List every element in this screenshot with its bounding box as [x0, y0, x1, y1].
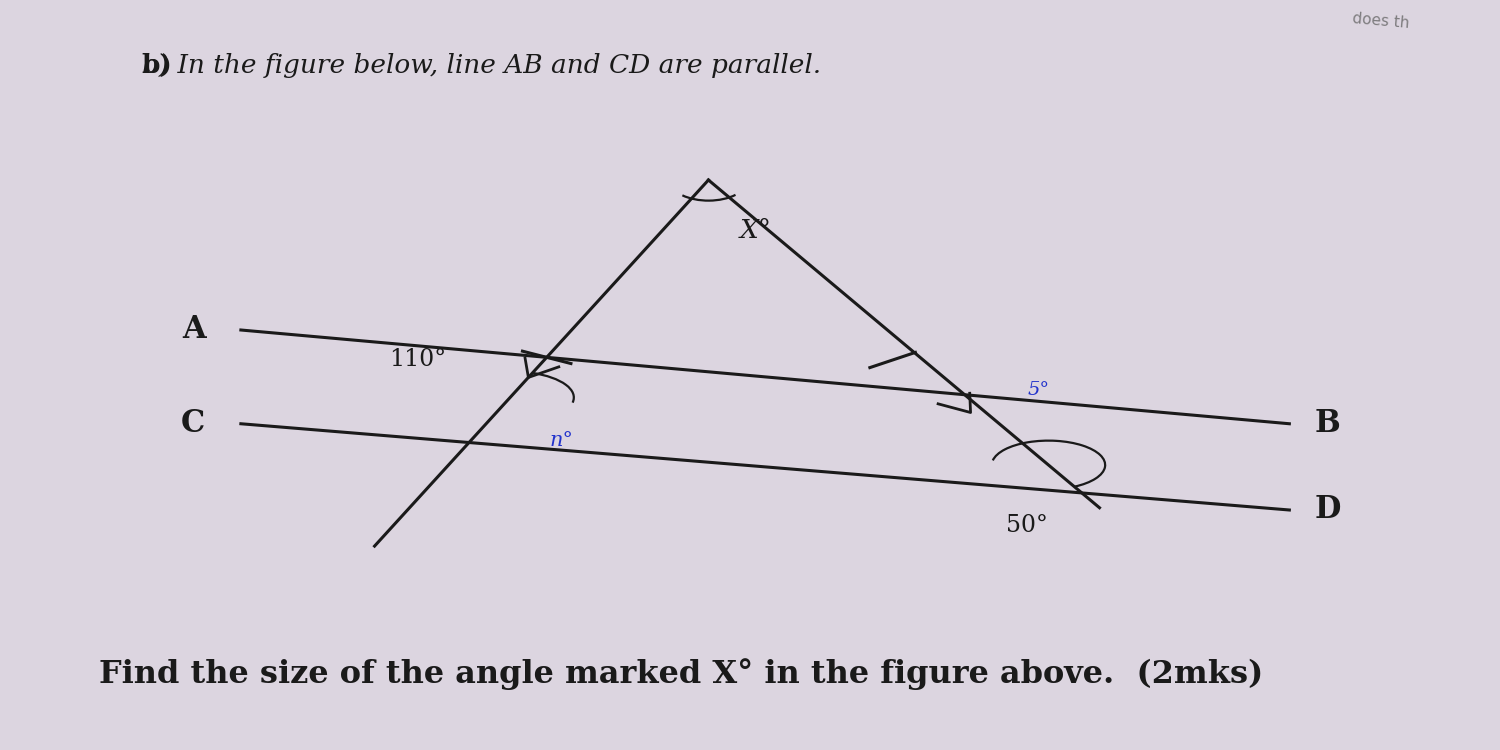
- Text: B: B: [1316, 408, 1341, 440]
- Text: 5°: 5°: [1028, 381, 1050, 399]
- Text: does th: does th: [1352, 11, 1410, 32]
- Text: X°: X°: [740, 217, 771, 242]
- Text: b) In the figure below, line AB and CD are parallel.: b) In the figure below, line AB and CD a…: [141, 53, 821, 77]
- Text: 50°: 50°: [1007, 514, 1048, 537]
- Text: 110°: 110°: [390, 348, 447, 371]
- Text: n°: n°: [549, 431, 573, 450]
- Text: C: C: [182, 408, 206, 440]
- Text: b): b): [141, 53, 172, 77]
- Text: D: D: [1316, 494, 1341, 526]
- Text: Find the size of the angle marked X° in the figure above.  (2mks): Find the size of the angle marked X° in …: [99, 658, 1263, 690]
- Text: A: A: [182, 314, 206, 346]
